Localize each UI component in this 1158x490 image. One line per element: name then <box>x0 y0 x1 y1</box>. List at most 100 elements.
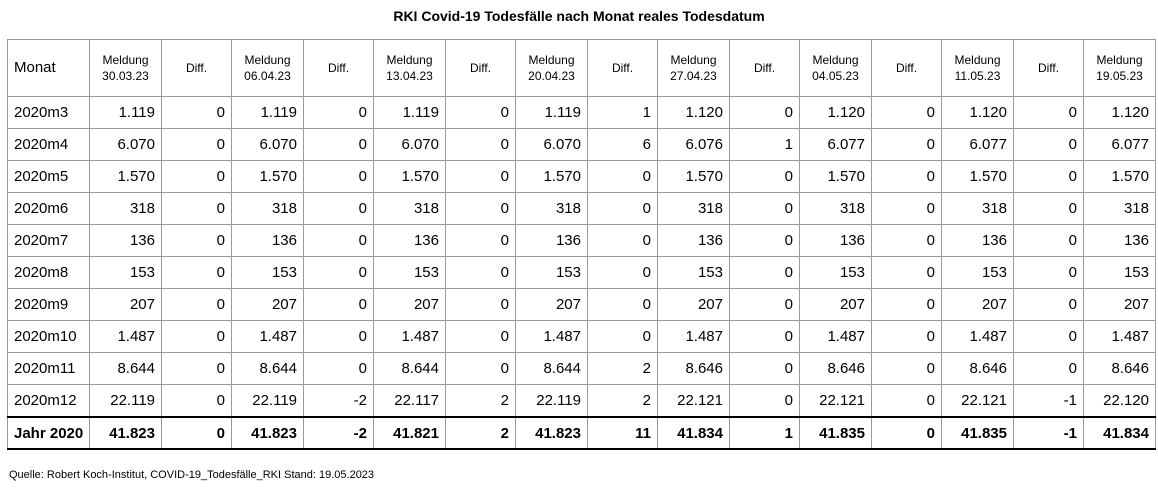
header-diff: Diff. <box>871 39 942 97</box>
header-diff: Diff. <box>161 39 232 97</box>
header-meldung-date: 30.03.23 <box>102 69 149 83</box>
meldung-cell: 207 <box>1083 288 1156 321</box>
diff-cell: 6 <box>587 128 658 161</box>
meldung-cell: 1.120 <box>941 96 1014 129</box>
meldung-cell: 136 <box>941 224 1014 257</box>
meldung-cell: 22.119 <box>231 384 304 418</box>
meldung-cell: 207 <box>515 288 588 321</box>
diff-cell: 0 <box>445 224 516 257</box>
diff-cell: 0 <box>303 192 374 225</box>
meldung-cell: 1.487 <box>89 320 162 353</box>
diff-cell: 0 <box>871 192 942 225</box>
table-row: 2020m9 207 0 207 0 207 0 207 0 207 0 207 0 207 0 207 <box>7 288 1156 321</box>
header-meldung: Meldung 04.05.23 <box>799 39 872 97</box>
diff-cell: 0 <box>161 128 232 161</box>
meldung-cell: 1.120 <box>1083 96 1156 129</box>
diff-cell: 0 <box>445 96 516 129</box>
diff-cell: -2 <box>303 416 374 450</box>
header-meldung-date: 11.05.23 <box>954 69 1001 83</box>
diff-cell: 0 <box>729 160 800 193</box>
total-row: Jahr 2020 41.823 0 41.823 -2 41.821 2 41.823 11 4… <box>7 416 1156 450</box>
meldung-cell: 6.076 <box>657 128 730 161</box>
meldung-cell: 318 <box>515 192 588 225</box>
header-diff: Diff. <box>1013 39 1084 97</box>
header-diff: Diff. <box>303 39 374 97</box>
diff-cell: 0 <box>871 96 942 129</box>
meldung-cell: 1.570 <box>515 160 588 193</box>
diff-cell: 0 <box>871 320 942 353</box>
header-meldung: Meldung 20.04.23 <box>515 39 588 97</box>
diff-cell: 0 <box>587 288 658 321</box>
meldung-cell: 1.487 <box>657 320 730 353</box>
diff-cell: 0 <box>729 192 800 225</box>
table-row: 2020m10 1.487 0 1.487 0 1.487 0 1.487 0 1.487 0 1.4… <box>7 320 1156 353</box>
diff-cell: -1 <box>1013 416 1084 450</box>
meldung-cell: 153 <box>657 256 730 289</box>
diff-cell: 0 <box>1013 256 1084 289</box>
table-row: 2020m3 1.119 0 1.119 0 1.119 0 1.119 1 1.120 0 1.12… <box>7 96 1156 129</box>
diff-cell: 0 <box>445 256 516 289</box>
month-cell: 2020m11 <box>7 352 90 385</box>
meldung-cell: 1.570 <box>1083 160 1156 193</box>
diff-cell: 0 <box>871 256 942 289</box>
month-cell: 2020m8 <box>7 256 90 289</box>
diff-cell: 0 <box>871 224 942 257</box>
meldung-cell: 207 <box>657 288 730 321</box>
diff-cell: 0 <box>161 160 232 193</box>
meldung-cell: 207 <box>799 288 872 321</box>
diff-cell: 11 <box>587 416 658 450</box>
deaths-table: Monat Meldung 30.03.23 Diff. Meldung 06.04.2… <box>7 39 1156 450</box>
diff-cell: 2 <box>445 416 516 450</box>
meldung-cell: 1.570 <box>373 160 446 193</box>
meldung-cell: 8.646 <box>1083 352 1156 385</box>
diff-cell: 0 <box>871 288 942 321</box>
diff-cell: 0 <box>303 288 374 321</box>
month-cell: 2020m5 <box>7 160 90 193</box>
diff-cell: 0 <box>445 352 516 385</box>
month-cell: 2020m4 <box>7 128 90 161</box>
diff-cell: 0 <box>445 192 516 225</box>
meldung-cell: 1.119 <box>515 96 588 129</box>
diff-cell: 0 <box>161 416 232 450</box>
header-meldung-label: Meldung <box>244 53 291 67</box>
meldung-cell: 6.070 <box>89 128 162 161</box>
diff-cell: 0 <box>303 256 374 289</box>
meldung-cell: 1.119 <box>373 96 446 129</box>
header-meldung: Meldung 27.04.23 <box>657 39 730 97</box>
header-row: Monat Meldung 30.03.23 Diff. Meldung 06.04.2… <box>7 39 1156 97</box>
meldung-cell: 6.070 <box>373 128 446 161</box>
meldung-cell: 153 <box>941 256 1014 289</box>
diff-cell: 0 <box>161 224 232 257</box>
diff-cell: 0 <box>303 320 374 353</box>
header-meldung-date: 19.05.23 <box>1096 69 1143 83</box>
diff-cell: 0 <box>1013 128 1084 161</box>
diff-cell: 0 <box>729 256 800 289</box>
table-row: 2020m7 136 0 136 0 136 0 136 0 136 0 136 0 136 0 136 <box>7 224 1156 257</box>
diff-cell: 0 <box>729 224 800 257</box>
diff-cell: 0 <box>871 384 942 418</box>
meldung-cell: 207 <box>231 288 304 321</box>
header-meldung-label: Meldung <box>102 53 149 67</box>
meldung-cell: 136 <box>1083 224 1156 257</box>
meldung-cell: 22.119 <box>89 384 162 418</box>
diff-cell: 0 <box>871 128 942 161</box>
header-meldung-date: 20.04.23 <box>528 69 575 83</box>
meldung-cell: 318 <box>1083 192 1156 225</box>
month-cell: 2020m7 <box>7 224 90 257</box>
table-row: 2020m12 22.119 0 22.119 -2 22.117 2 22.119 2 22.1… <box>7 384 1156 418</box>
source-note: Quelle: Robert Koch-Institut, COVID-19_T… <box>9 469 375 481</box>
header-meldung-label: Meldung <box>386 53 433 67</box>
meldung-cell: 41.823 <box>231 416 304 450</box>
diff-cell: 2 <box>445 384 516 418</box>
meldung-cell: 1.120 <box>799 96 872 129</box>
diff-cell: 0 <box>161 352 232 385</box>
meldung-cell: 207 <box>89 288 162 321</box>
header-monat: Monat <box>7 39 90 97</box>
diff-cell: 0 <box>729 288 800 321</box>
diff-cell: 0 <box>1013 192 1084 225</box>
month-cell: 2020m12 <box>7 384 90 418</box>
meldung-cell: 1.487 <box>941 320 1014 353</box>
header-meldung-date: 06.04.23 <box>244 69 291 83</box>
diff-cell: 0 <box>161 288 232 321</box>
header-diff: Diff. <box>729 39 800 97</box>
